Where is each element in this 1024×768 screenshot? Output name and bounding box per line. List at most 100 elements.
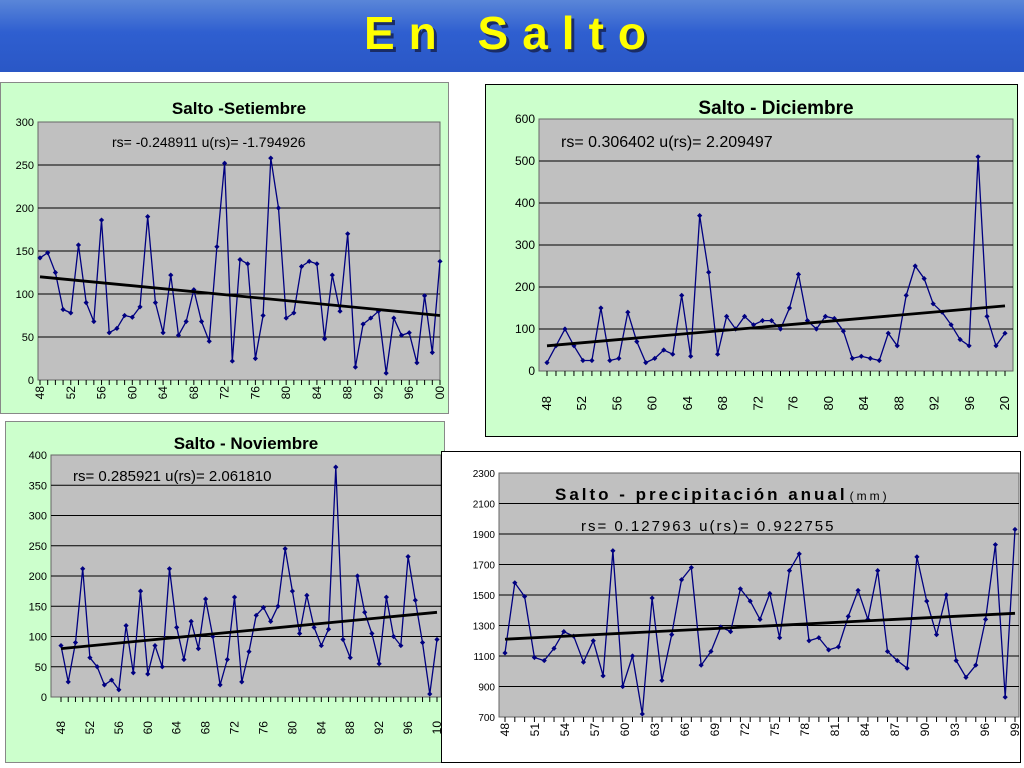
data-point (283, 315, 289, 321)
data-point (629, 653, 636, 659)
x-tick-label: 84 (856, 396, 871, 410)
data-point (589, 357, 595, 364)
data-point (98, 217, 105, 223)
data-point (80, 566, 86, 572)
trend-line (546, 304, 1006, 348)
chart-title: Salto - Noviembre (174, 434, 319, 453)
data-point (616, 355, 622, 361)
data-point (607, 357, 613, 364)
data-point (145, 671, 151, 677)
x-tick-label: 80 (279, 386, 293, 400)
x-tick-label: 48 (539, 396, 554, 410)
x-tick-label: 96 (401, 721, 415, 735)
x-tick-label: 72 (750, 396, 765, 410)
data-point (786, 305, 793, 311)
x-tick-label: 60 (618, 723, 632, 737)
data-point (58, 642, 64, 649)
x-tick-label: 99 (1008, 723, 1021, 737)
data-point (229, 358, 235, 364)
data-point (643, 360, 649, 366)
data-point (166, 566, 173, 572)
data-point (429, 349, 435, 356)
x-tick-label: 56 (112, 721, 126, 735)
chart-title: Salto -Setiembre (172, 99, 306, 118)
x-tick-label: 57 (588, 723, 602, 737)
data-point (376, 661, 382, 667)
x-tick-label: 60 (141, 721, 155, 735)
data-point (822, 313, 828, 319)
x-tick-label: 68 (187, 386, 201, 400)
x-tick-label: 96 (962, 396, 977, 410)
y-tick-label: 300 (29, 511, 47, 523)
data-point (912, 263, 918, 269)
chart-setiembre: 0 50 100 150 200 250 300 48 52 56 60 64 68 72 76 80 84 88… (0, 82, 449, 414)
y-tick-label: 100 (29, 632, 47, 644)
y-tick-label: 200 (16, 203, 34, 215)
x-tick-label: 96 (978, 723, 992, 737)
data-point (914, 554, 920, 560)
data-point (345, 231, 351, 237)
data-point (159, 664, 165, 670)
data-point (948, 322, 954, 328)
y-tick-label: 2100 (473, 500, 496, 511)
x-tick-label: 72 (228, 721, 242, 735)
data-point (953, 657, 959, 664)
data-point (231, 594, 238, 600)
data-point (391, 315, 397, 321)
data-point (813, 326, 820, 332)
y-tick-label: 150 (16, 246, 34, 258)
data-point (921, 276, 927, 282)
x-tick-label: 54 (558, 723, 572, 737)
data-point (188, 618, 194, 624)
data-point (992, 542, 998, 548)
data-point (551, 645, 557, 651)
y-tick-label: 1700 (473, 561, 496, 572)
x-tick-label: 64 (156, 386, 170, 400)
data-point (130, 670, 136, 676)
x-tick-label: 66 (678, 723, 692, 737)
page-title: En Salto (363, 7, 661, 59)
x-tick-label: 87 (888, 723, 902, 737)
x-tick-label: 68 (715, 396, 730, 410)
data-point (275, 603, 281, 609)
y-tick-label: 900 (478, 683, 495, 694)
x-tick-label: 76 (248, 386, 262, 400)
y-tick-label: 200 (515, 280, 535, 294)
chart-setiembre-svg: 0 50 100 150 200 250 300 48 52 56 60 64 68 72 76 80 84 88… (0, 82, 449, 414)
rs-statistic: rs= 0.127963 u(rs)= 0.922755 (581, 518, 835, 535)
data-point (993, 343, 999, 349)
x-tick-label: 93 (948, 723, 962, 737)
data-point (984, 313, 990, 319)
data-point (282, 546, 288, 552)
data-point (894, 657, 900, 664)
x-tick-label: 80 (821, 396, 836, 410)
x-tick-label: 76 (786, 396, 801, 410)
data-point (203, 596, 209, 602)
data-point (777, 326, 784, 332)
data-point (876, 357, 882, 364)
chart-noviembre-svg: 0 50 100 150 200 250 300 350 400 48 52 56 60 64 68 72 76… (5, 421, 445, 763)
rs-statistic: rs= -0.248911 u(rs)= -1.794926 (112, 134, 306, 150)
data-point (152, 642, 158, 649)
data-point (867, 355, 873, 361)
x-tick-label: 75 (768, 723, 782, 737)
x-tick-label: 60 (125, 386, 139, 400)
x-tick-label: 48 (498, 723, 512, 737)
data-point (786, 568, 793, 574)
x-tick-label: 60 (645, 396, 660, 410)
data-point (174, 624, 180, 631)
y-tick-label: 400 (29, 450, 47, 462)
data-point (806, 638, 812, 644)
x-tick-label: 78 (798, 723, 812, 737)
data-point (437, 258, 443, 264)
data-point (116, 687, 122, 693)
trend-line (39, 275, 441, 317)
data-point (352, 364, 358, 370)
y-tick-label: 100 (16, 289, 34, 301)
data-point (957, 336, 963, 343)
data-point (598, 305, 604, 311)
data-point (123, 623, 129, 629)
x-tick-label: 64 (680, 396, 695, 410)
data-point (239, 679, 245, 685)
x-tick-label: 64 (170, 721, 184, 735)
